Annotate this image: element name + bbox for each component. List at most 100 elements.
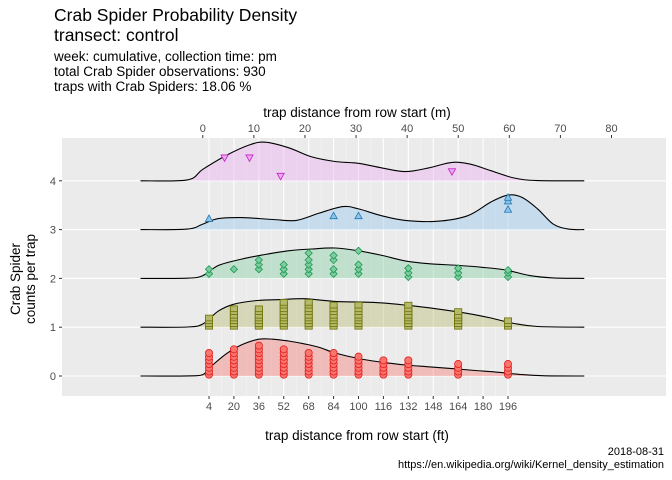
data-point xyxy=(279,299,288,306)
data-point xyxy=(447,168,457,177)
ridge-0 xyxy=(140,338,585,379)
x-tick-label-m: 60 xyxy=(503,123,515,135)
data-point xyxy=(354,301,363,309)
density-area-2 xyxy=(140,247,585,279)
chart-title: Crab Spider Probability Density transect… xyxy=(54,5,297,45)
data-point xyxy=(354,269,363,278)
y-axis-title-line1: Crab Spider xyxy=(8,242,23,315)
data-point xyxy=(503,196,513,205)
data-point xyxy=(279,265,288,274)
x-tick-label-ft: 36 xyxy=(253,401,265,413)
x-tick-label-ft: 116 xyxy=(375,401,393,413)
ridge-2 xyxy=(140,246,585,282)
ridge-3 xyxy=(140,192,585,231)
x-tick-label-m: 20 xyxy=(299,123,311,135)
ridge-4 xyxy=(140,141,585,182)
data-point xyxy=(503,317,512,325)
density-area-3 xyxy=(140,194,585,230)
data-point xyxy=(204,269,214,278)
ridges xyxy=(140,141,585,379)
x-tick-label-ft: 164 xyxy=(449,401,467,413)
data-point xyxy=(304,260,313,269)
data-point xyxy=(329,211,338,220)
data-point xyxy=(220,154,229,163)
x-tick-label-ft: 180 xyxy=(474,401,492,413)
data-point xyxy=(204,348,213,357)
data-point xyxy=(354,352,363,361)
data-point xyxy=(229,265,239,274)
x-tick-label-m: 0 xyxy=(200,123,206,135)
data-point xyxy=(354,246,363,255)
data-point xyxy=(379,356,388,365)
subtitle-total: total Crab Spider observations: 930 xyxy=(54,64,266,79)
data-point xyxy=(304,255,313,265)
data-point xyxy=(254,265,263,274)
x-tick-label-m: 80 xyxy=(605,123,617,135)
x-axis-title-top: trap distance from row start (m) xyxy=(263,105,451,120)
x-tick-label-ft: 148 xyxy=(424,401,442,413)
density-line-1 xyxy=(140,298,585,328)
data-point xyxy=(354,211,363,220)
chart-title-line1: Crab Spider Probability Density xyxy=(54,5,298,25)
x-tick-label-ft: 196 xyxy=(499,401,517,413)
data-point xyxy=(329,301,338,309)
data-point xyxy=(354,260,363,269)
footer: 2018-08-31 https://en.wikipedia.org/wiki… xyxy=(398,446,664,472)
y-tick-label: 1 xyxy=(50,322,56,334)
y-tick-label: 2 xyxy=(50,273,56,285)
x-tick-label-m: 10 xyxy=(248,123,260,135)
footer-url: https://en.wikipedia.org/wiki/Kernel_den… xyxy=(398,459,664,471)
y-tick-label: 0 xyxy=(50,371,56,383)
x-tick-label-ft: 52 xyxy=(278,401,290,413)
data-point xyxy=(279,345,288,354)
ridge-1 xyxy=(140,298,585,330)
x-tick-label-ft: 68 xyxy=(303,401,315,413)
x-tick-label-m: 70 xyxy=(554,123,566,135)
data-point xyxy=(304,248,313,258)
density-line-3 xyxy=(140,194,585,231)
data-point xyxy=(304,265,313,274)
data-point xyxy=(279,260,288,269)
density-area-4 xyxy=(140,142,585,181)
data-point xyxy=(279,269,288,278)
data-point xyxy=(404,264,413,273)
data-point xyxy=(276,172,285,181)
chart-title-line2: transect: control xyxy=(54,25,179,45)
data-point xyxy=(454,360,463,369)
data-point xyxy=(454,308,463,315)
data-point xyxy=(503,360,512,369)
data-point xyxy=(404,301,413,309)
data-point xyxy=(454,268,463,278)
y-tick-label: 4 xyxy=(50,176,56,188)
data-point xyxy=(329,255,338,265)
density-area-0 xyxy=(140,338,585,377)
data-point xyxy=(304,348,313,357)
x-tick-label-ft: 100 xyxy=(349,401,367,413)
data-point xyxy=(503,192,513,201)
x-tick-label-m: 40 xyxy=(401,123,413,135)
data-point xyxy=(503,204,513,213)
data-point xyxy=(254,260,263,269)
x-tick-label-m: 50 xyxy=(452,123,464,135)
y-axis-title-line2: counts per trap xyxy=(23,234,38,324)
density-line-0 xyxy=(140,338,585,377)
data-point xyxy=(254,305,263,313)
y-tick-label: 3 xyxy=(50,225,56,237)
x-tick-label-ft: 132 xyxy=(399,401,417,413)
data-point xyxy=(354,265,363,274)
data-point xyxy=(329,348,338,357)
data-point xyxy=(503,265,513,275)
subtitle-traps: traps with Crab Spiders: 18.06 % xyxy=(54,79,252,94)
data-point xyxy=(204,265,214,274)
x-tick-label-ft: 20 xyxy=(228,401,240,413)
data-point xyxy=(329,269,338,278)
data-point xyxy=(304,299,313,306)
data-point xyxy=(254,255,263,265)
data-point xyxy=(204,214,214,222)
data-point xyxy=(404,356,413,365)
data-point xyxy=(245,154,254,163)
data-point xyxy=(329,251,338,260)
data-point xyxy=(329,265,338,274)
